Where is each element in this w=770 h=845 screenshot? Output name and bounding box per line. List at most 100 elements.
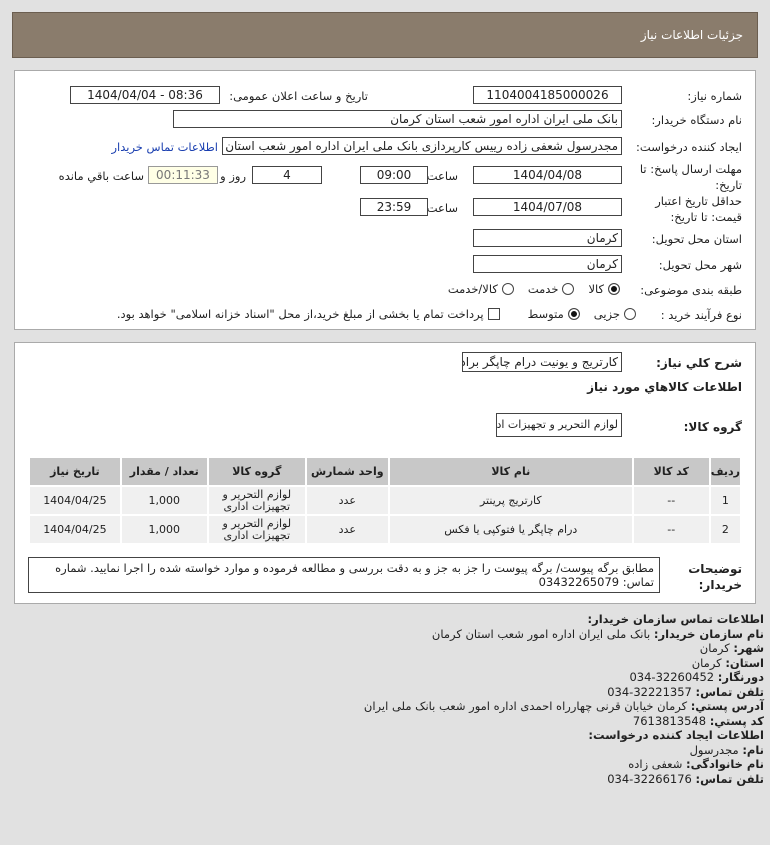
- deadline-time-field: 09:00: [360, 166, 428, 184]
- creator-field: مجدرسول شعفی زاده رییس کارپردازی بانک مل…: [222, 137, 622, 155]
- contact-heading: اطلاعات تماس سازمان خریدار:: [587, 612, 764, 626]
- address-label: آدرس پستي:: [690, 699, 764, 713]
- phone-value: 034-32221357: [607, 684, 692, 699]
- cell: 1404/04/25: [28, 485, 122, 516]
- creator-label: ایجاد کننده درخواست:: [636, 140, 742, 154]
- radio-icon[interactable]: [624, 308, 636, 320]
- page-header: جزئیات اطلاعات نیاز: [12, 12, 758, 58]
- name-label: نام:: [742, 742, 764, 757]
- family-value: شعفی زاده: [628, 757, 683, 771]
- col-date: تاریخ نیاز: [28, 456, 122, 487]
- province-label: استان:: [725, 655, 764, 670]
- buyer-contact-info: اطلاعات تماس سازمان خریدار: نام سازمان خ…: [64, 612, 764, 786]
- category-service-radio[interactable]: خدمت: [528, 282, 575, 296]
- category-label: طبقه بندی موضوعی:: [640, 283, 742, 297]
- col-code: کد کالا: [631, 456, 711, 487]
- category-goods-radio[interactable]: کالا: [588, 282, 620, 296]
- cell: عدد: [304, 514, 390, 545]
- col-unit: واحد شمارش: [304, 456, 390, 487]
- cell: لوازم التحریر و تجهیزات اداری: [206, 485, 307, 516]
- cell: عدد: [304, 485, 390, 516]
- cell: --: [631, 485, 711, 516]
- name-value: مجدرسول: [689, 742, 739, 757]
- cell: 1: [708, 485, 743, 516]
- deadline-date-field: 1404/04/08: [473, 166, 622, 184]
- fax-value: 034-32260452: [629, 670, 715, 684]
- address-value: کرمان خیابان قرنی چهارراه احمدی اداره ام…: [363, 699, 688, 713]
- validity-time-field: 23:59: [360, 198, 428, 216]
- radio-icon[interactable]: [567, 308, 580, 320]
- category-both-radio[interactable]: کالا/خدمت: [448, 282, 514, 296]
- buyer-contact-link[interactable]: اطلاعات تماس خریدار: [111, 140, 218, 154]
- treasury-payment-checkbox[interactable]: پرداخت تمام یا بخشی از مبلغ خرید،از محل …: [117, 307, 500, 321]
- notes-label: توضیحات: [688, 562, 742, 576]
- radio-icon[interactable]: [608, 283, 620, 295]
- province-label: استان محل تحویل:: [651, 232, 742, 246]
- col-row: ردیف: [708, 456, 743, 487]
- summary-field: کارتریج و یونیت درام چاپگر برادر 6200: [462, 352, 622, 372]
- process-medium-radio[interactable]: متوسط: [528, 307, 580, 321]
- cell: لوازم التحریر و تجهیزات اداری: [206, 514, 307, 545]
- buyer-label: نام دستگاه خریدار:: [651, 113, 742, 127]
- city-field: کرمان: [473, 255, 622, 273]
- cell: درام چاپگر یا فتوکپی یا فکس: [387, 514, 634, 545]
- col-name: نام کالا: [387, 456, 634, 487]
- radio-icon[interactable]: [562, 283, 575, 295]
- province-field: کرمان: [473, 229, 622, 247]
- group-field: لوازم التحریر و تجهیزات اداری: [496, 413, 622, 437]
- cell: 1404/04/25: [28, 514, 122, 545]
- group-label: گروه کالا:: [683, 420, 742, 434]
- goods-table: ردیف کد کالا نام کالا واحد شمارش گروه کا…: [28, 456, 743, 545]
- process-label: نوع فرآیند خرید :: [660, 308, 742, 322]
- cell: 1,000: [119, 514, 209, 545]
- validity-date-field: 1404/07/08: [473, 198, 622, 216]
- validity-time-label: ساعت: [426, 201, 458, 215]
- city-label: شهر:: [733, 641, 764, 655]
- process-radio-group: جزیی متوسط پرداخت تمام یا بخشی از مبلغ خ…: [117, 307, 636, 321]
- org-value: بانک ملی ایران اداره امور شعب استان کرما…: [431, 626, 651, 641]
- need-number-label: شماره نیاز:: [687, 89, 742, 103]
- table-header-row: ردیف کد کالا نام کالا واحد شمارش گروه کا…: [28, 456, 743, 487]
- cell: --: [631, 514, 711, 545]
- validity-label: حداقل تاریخ اعتبار: [655, 194, 742, 208]
- days-label: روز و: [220, 169, 246, 183]
- summary-label: شرح کلي نیاز:: [656, 356, 742, 370]
- need-number-field: 1104004185000026: [473, 86, 622, 104]
- remaining-label: ساعت باقي مانده: [58, 169, 144, 183]
- page-title: جزئیات اطلاعات نیاز: [640, 28, 743, 42]
- checkbox-icon[interactable]: [487, 308, 500, 320]
- phone-label: تلفن تماس:: [695, 684, 764, 699]
- notes-label-2: خریدار:: [698, 578, 742, 592]
- fax-label: دورنگار:: [717, 670, 764, 684]
- family-label: نام خانوادگی:: [686, 757, 764, 771]
- city-value: کرمان: [699, 641, 730, 655]
- col-group: گروه کالا: [206, 456, 307, 487]
- goods-heading: اطلاعات کالاهاي مورد نیاز: [587, 380, 742, 394]
- notes-field: مطابق برگه پیوست/ برگه پیوست را جز به جز…: [28, 557, 660, 593]
- cell: 1,000: [119, 485, 209, 516]
- postal-label: کد پستي:: [709, 713, 764, 728]
- days-field: 4: [252, 166, 322, 184]
- postal-value: 7613813548: [632, 713, 707, 728]
- announce-label: تاریخ و ساعت اعلان عمومی:: [229, 89, 368, 103]
- process-minor-radio[interactable]: جزیی: [594, 307, 636, 321]
- creator-phone-value: 034-32266176: [607, 771, 692, 786]
- col-qty: تعداد / مقدار: [119, 456, 209, 487]
- time-label: ساعت: [426, 169, 458, 183]
- table-row: 2 -- درام چاپگر یا فتوکپی یا فکس عدد لوازم ا…: [28, 514, 743, 545]
- deadline-label: مهلت ارسال پاسخ: تا: [639, 162, 742, 176]
- buyer-field: بانک ملی ایران اداره امور شعب استان کرما…: [173, 110, 622, 128]
- radio-icon[interactable]: [501, 283, 514, 295]
- creator-phone-label: تلفن تماس:: [695, 771, 764, 786]
- cell: 2: [708, 514, 743, 545]
- category-radio-group: کالا خدمت کالا/خدمت: [448, 282, 620, 296]
- validity-label-2: قیمت: تا تاریخ:: [670, 210, 742, 224]
- table-row: 1 -- کارتریج پرینتر عدد لوازم التحریر و تجهی…: [28, 485, 743, 516]
- remaining-time-field: 00:11:33: [148, 166, 218, 184]
- province-value: کرمان: [691, 655, 722, 670]
- deadline-label-2: تاریخ:: [715, 178, 742, 192]
- cell: کارتریج پرینتر: [387, 485, 634, 516]
- city-label: شهر محل تحویل:: [658, 258, 742, 272]
- org-label: نام سازمان خریدار:: [653, 626, 764, 641]
- creator-heading: اطلاعات ایجاد کننده درخواست:: [588, 728, 764, 742]
